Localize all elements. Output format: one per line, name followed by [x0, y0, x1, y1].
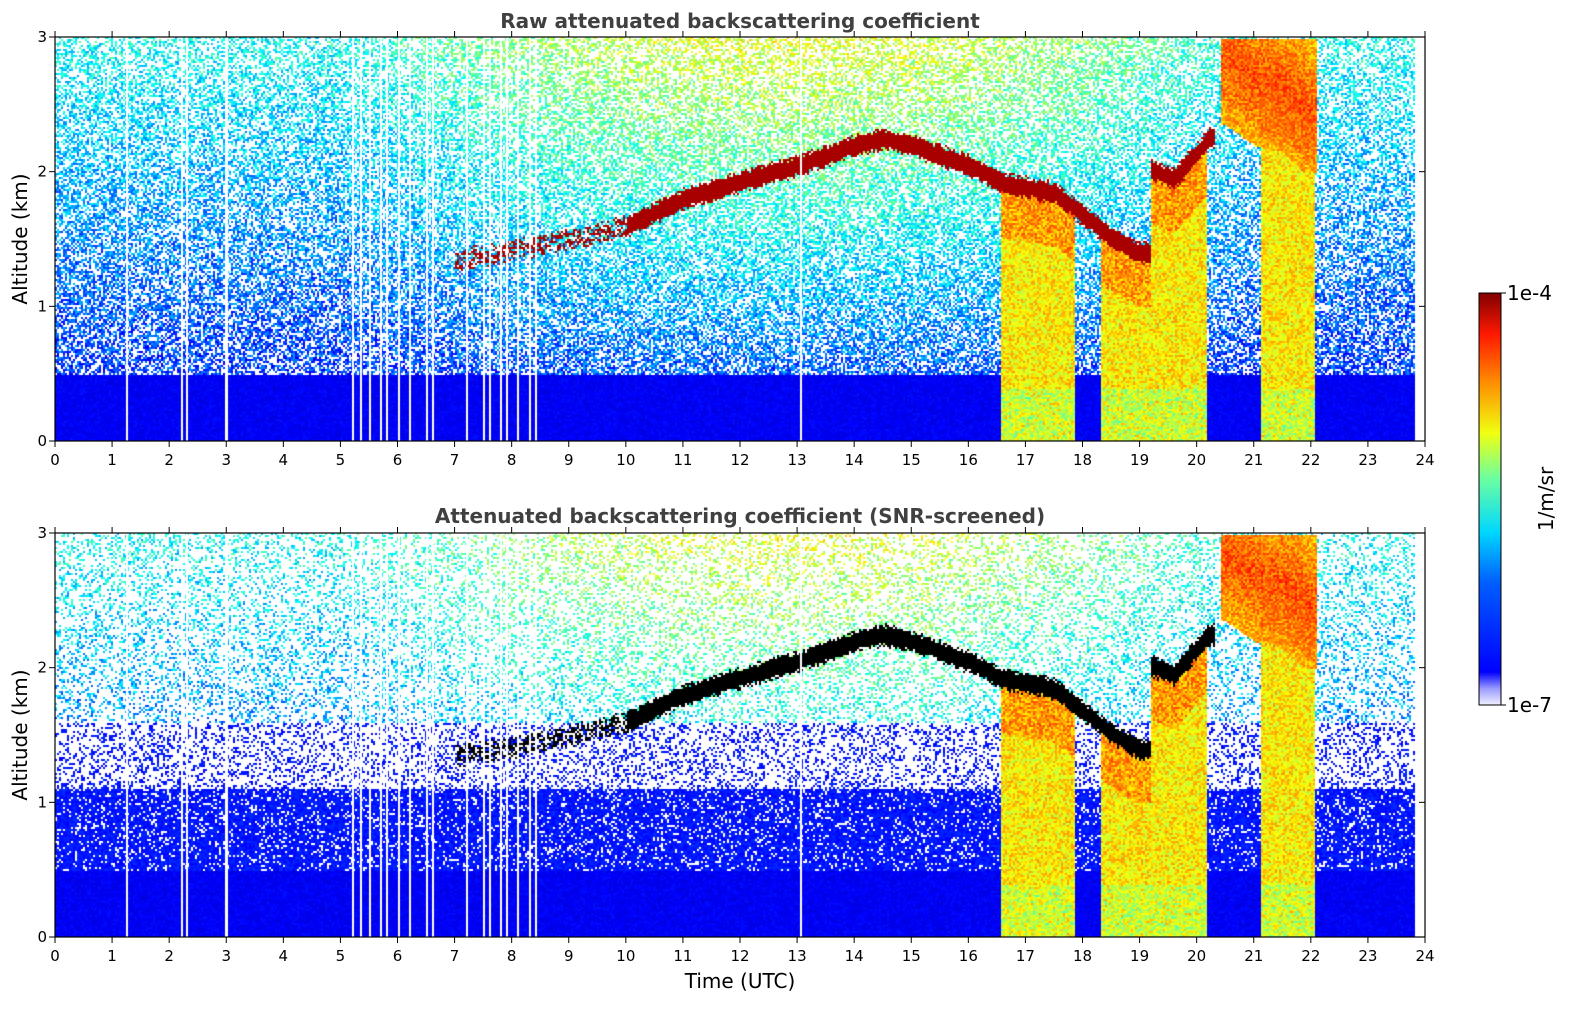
- chart-title: Raw attenuated backscattering coefficien…: [500, 9, 980, 33]
- x-tick-label: 14: [845, 947, 864, 965]
- heatmap-raw: [55, 37, 1425, 441]
- x-axis-label: Time (UTC): [684, 969, 796, 993]
- snr-screened-backscatter-panel: Attenuated backscattering coefficient (S…: [8, 504, 1435, 993]
- y-axis-ticks: 0 1 2 3: [37, 524, 1425, 946]
- x-tick-label: 0: [50, 451, 60, 469]
- colorbar-max-label: 1e-4: [1507, 281, 1552, 305]
- y-tick-label: 2: [37, 659, 47, 677]
- heatmap-image: [55, 533, 1425, 937]
- colorbar: 1e-4 1e-7 1/m/sr: [1478, 281, 1558, 717]
- y-tick-label: 3: [37, 28, 47, 46]
- heatmap-image: [55, 37, 1425, 441]
- y-axis-label: Altitude (km): [8, 669, 32, 800]
- colorbar-gradient: [1478, 292, 1502, 706]
- x-tick-label: 5: [336, 947, 346, 965]
- x-tick-label: 21: [1244, 947, 1263, 965]
- x-tick-label: 2: [164, 947, 174, 965]
- x-tick-label: 19: [1130, 451, 1149, 469]
- y-tick-label: 1: [37, 297, 47, 315]
- x-tick-label: 16: [959, 451, 978, 469]
- x-tick-label: 12: [730, 451, 749, 469]
- x-tick-label: 0: [50, 947, 60, 965]
- x-tick-label: 20: [1187, 451, 1206, 469]
- x-tick-label: 12: [730, 947, 749, 965]
- heatmap-snr-screened: [55, 533, 1425, 937]
- colorbar-min-label: 1e-7: [1507, 693, 1552, 717]
- x-tick-label: 14: [845, 451, 864, 469]
- x-axis-ticks: 0 1 2 3 4 5 6 7 8 9 10 11 12 13 14 15 16 17 18 19 20 21 22 23 24: [50, 31, 1435, 469]
- x-tick-label: 24: [1415, 451, 1434, 469]
- x-tick-label: 4: [279, 451, 289, 469]
- x-tick-label: 15: [902, 947, 921, 965]
- y-tick-label: 0: [37, 928, 47, 946]
- x-tick-label: 8: [507, 947, 517, 965]
- x-tick-label: 3: [221, 947, 231, 965]
- x-tick-label: 11: [673, 451, 692, 469]
- x-tick-label: 21: [1244, 451, 1263, 469]
- x-tick-label: 13: [788, 451, 807, 469]
- x-tick-label: 6: [393, 947, 403, 965]
- raw-backscatter-panel: Raw attenuated backscattering coefficien…: [8, 9, 1435, 469]
- x-tick-label: 8: [507, 451, 517, 469]
- y-tick-label: 0: [37, 432, 47, 450]
- colorbar-unit-label: 1/m/sr: [1534, 466, 1558, 531]
- x-tick-label: 18: [1073, 451, 1092, 469]
- y-tick-label: 3: [37, 524, 47, 542]
- x-tick-label: 24: [1415, 947, 1434, 965]
- x-tick-label: 10: [616, 947, 635, 965]
- x-tick-label: 7: [450, 451, 460, 469]
- x-tick-label: 2: [164, 451, 174, 469]
- x-tick-label: 15: [902, 451, 921, 469]
- x-tick-label: 6: [393, 451, 403, 469]
- x-tick-label: 5: [336, 451, 346, 469]
- x-axis-ticks: 0 1 2 3 4 5 6 7 8 9 10 11 12 13 14 15 16 17 18 19 20 21 22 23 24: [50, 527, 1435, 965]
- y-tick-label: 1: [37, 793, 47, 811]
- x-tick-label: 1: [107, 947, 117, 965]
- x-tick-label: 19: [1130, 947, 1149, 965]
- x-tick-label: 11: [673, 947, 692, 965]
- x-tick-label: 4: [279, 947, 289, 965]
- x-tick-label: 23: [1358, 947, 1377, 965]
- x-tick-label: 22: [1301, 451, 1320, 469]
- x-tick-label: 10: [616, 451, 635, 469]
- x-tick-label: 9: [564, 451, 574, 469]
- x-tick-label: 20: [1187, 947, 1206, 965]
- chart-title: Attenuated backscattering coefficient (S…: [435, 504, 1045, 528]
- x-tick-label: 13: [788, 947, 807, 965]
- x-tick-label: 7: [450, 947, 460, 965]
- y-axis-label: Altitude (km): [8, 173, 32, 304]
- x-tick-label: 3: [221, 451, 231, 469]
- x-tick-label: 17: [1016, 451, 1035, 469]
- x-tick-label: 22: [1301, 947, 1320, 965]
- y-tick-label: 2: [37, 163, 47, 181]
- x-tick-label: 9: [564, 947, 574, 965]
- x-tick-label: 16: [959, 947, 978, 965]
- x-tick-label: 18: [1073, 947, 1092, 965]
- y-axis-ticks: 0 1 2 3: [37, 28, 1425, 450]
- x-tick-label: 17: [1016, 947, 1035, 965]
- x-tick-label: 1: [107, 451, 117, 469]
- x-tick-label: 23: [1358, 451, 1377, 469]
